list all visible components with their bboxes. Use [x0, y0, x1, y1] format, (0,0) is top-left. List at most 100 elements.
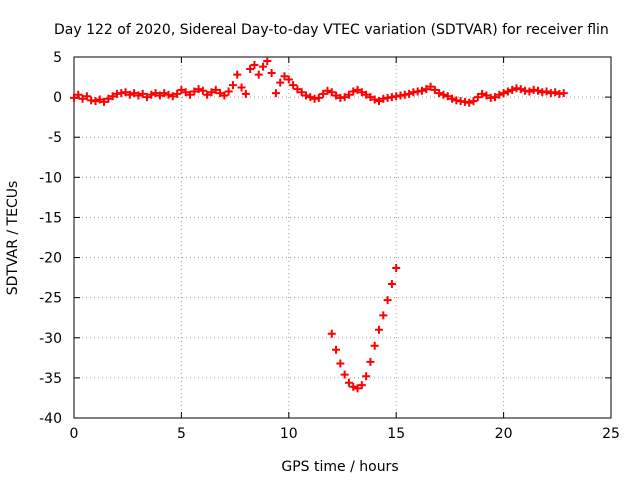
data-point	[353, 384, 362, 393]
data-point	[448, 94, 457, 103]
data-point	[211, 85, 220, 94]
data-point	[246, 65, 255, 74]
data-point	[233, 70, 242, 79]
data-point	[366, 93, 375, 102]
data-point	[516, 85, 525, 94]
data-point	[327, 329, 336, 338]
x-tick-label: 25	[602, 426, 620, 442]
data-point	[297, 88, 306, 97]
data-point	[134, 91, 143, 100]
data-point	[241, 89, 250, 98]
data-point	[104, 94, 113, 103]
data-point	[336, 359, 345, 368]
data-point	[259, 62, 268, 71]
data-point	[482, 91, 491, 100]
data-point	[125, 90, 134, 99]
data-point	[344, 378, 353, 387]
data-point	[228, 81, 237, 90]
x-tick-label: 0	[70, 426, 79, 442]
chart-title: Day 122 of 2020, Sidereal Day-to-day VTE…	[54, 22, 609, 38]
data-point	[207, 88, 216, 97]
data-point	[499, 89, 508, 98]
data-point	[417, 86, 426, 95]
data-point	[392, 263, 401, 272]
data-point	[147, 90, 156, 99]
y-axis-label: SDTVAR / TECUs	[5, 181, 21, 296]
data-point	[276, 78, 285, 87]
data-point	[362, 372, 371, 381]
data-point	[95, 95, 104, 104]
y-tick-label: 0	[53, 90, 62, 106]
data-point	[551, 88, 560, 97]
data-point	[357, 381, 366, 390]
data-point	[160, 89, 169, 98]
data-point	[173, 89, 182, 98]
y-tick-label: -30	[39, 331, 62, 347]
data-points	[70, 57, 568, 393]
data-point	[426, 82, 435, 91]
data-point	[366, 357, 375, 366]
data-point	[284, 75, 293, 84]
data-point	[190, 87, 199, 96]
data-point	[491, 93, 500, 102]
y-tick-label: -40	[39, 411, 62, 427]
data-point	[224, 87, 233, 96]
data-point	[74, 90, 83, 99]
data-point	[216, 89, 225, 98]
plot-frame	[73, 56, 612, 419]
y-tick-label: -5	[48, 130, 62, 146]
data-point	[306, 93, 315, 102]
data-point	[508, 85, 517, 94]
data-point	[370, 341, 379, 350]
data-point	[130, 89, 139, 98]
data-point	[362, 90, 371, 99]
data-point	[375, 97, 384, 106]
data-point	[91, 97, 100, 106]
data-point	[250, 61, 259, 70]
data-point	[465, 98, 474, 107]
x-tick-label: 15	[387, 426, 405, 442]
data-point	[293, 85, 302, 94]
data-point	[177, 85, 186, 94]
data-point	[267, 69, 276, 78]
data-point	[138, 89, 147, 98]
x-tick-label: 20	[495, 426, 513, 442]
data-point	[387, 280, 396, 289]
data-point	[340, 93, 349, 102]
data-point	[151, 89, 160, 98]
data-point	[181, 88, 190, 97]
data-point	[559, 89, 568, 98]
data-point	[271, 89, 280, 98]
data-point	[383, 296, 392, 305]
data-point	[542, 87, 551, 96]
y-tick-label: 5	[53, 50, 62, 66]
data-point	[375, 325, 384, 334]
data-point	[340, 370, 349, 379]
y-tick-label: -10	[39, 170, 62, 186]
data-point	[237, 83, 246, 92]
data-point	[327, 88, 336, 97]
data-point	[198, 86, 207, 95]
data-point	[533, 86, 542, 95]
data-point	[203, 90, 212, 99]
data-point	[289, 81, 298, 90]
data-point	[332, 91, 341, 100]
data-point	[263, 57, 272, 66]
y-tick-label: -25	[39, 291, 62, 307]
data-point	[301, 91, 310, 100]
data-point	[323, 86, 332, 95]
data-point	[370, 95, 379, 104]
data-point	[100, 97, 109, 106]
data-point	[478, 89, 487, 98]
data-point	[439, 90, 448, 99]
data-point	[254, 70, 263, 79]
data-point	[344, 90, 353, 99]
data-point	[155, 91, 164, 100]
data-point	[435, 89, 444, 98]
data-point	[422, 85, 431, 94]
data-point	[473, 93, 482, 102]
y-tick-label: -20	[39, 251, 62, 267]
data-point	[353, 85, 362, 94]
data-point	[164, 90, 173, 99]
